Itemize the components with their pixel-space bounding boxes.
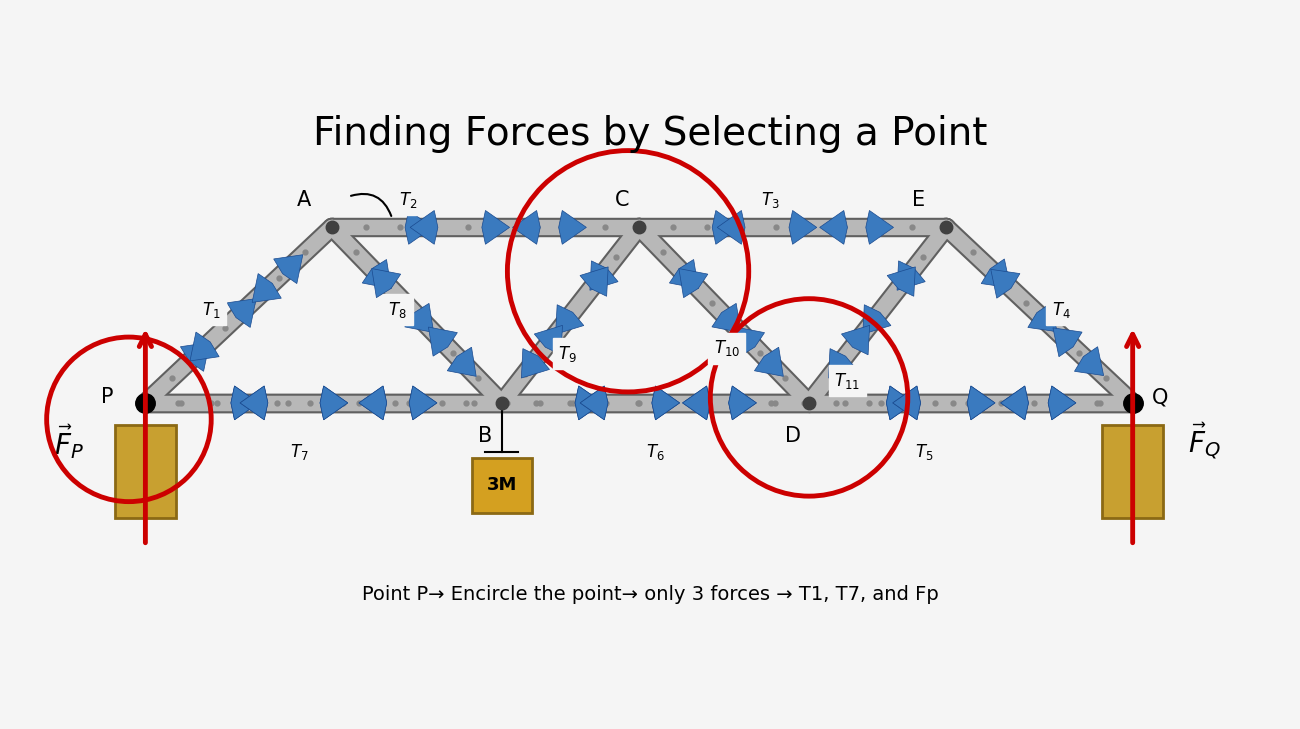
Polygon shape [841, 325, 870, 355]
Polygon shape [887, 267, 915, 296]
Polygon shape [670, 260, 698, 289]
Polygon shape [372, 268, 400, 297]
Text: P: P [100, 387, 113, 408]
Polygon shape [789, 211, 816, 244]
Text: 3M: 3M [486, 476, 517, 494]
Polygon shape [1053, 328, 1082, 356]
FancyBboxPatch shape [114, 425, 176, 518]
Polygon shape [320, 386, 348, 420]
Polygon shape [887, 386, 914, 420]
Polygon shape [190, 332, 220, 361]
Polygon shape [482, 211, 510, 244]
Polygon shape [274, 254, 303, 284]
Polygon shape [897, 261, 926, 290]
Polygon shape [718, 211, 745, 244]
Polygon shape [512, 211, 541, 244]
Polygon shape [231, 386, 259, 420]
Text: D: D [785, 426, 801, 446]
Polygon shape [410, 386, 437, 420]
Polygon shape [1075, 347, 1104, 375]
Polygon shape [404, 303, 434, 332]
Text: A: A [298, 190, 312, 210]
Polygon shape [863, 305, 891, 334]
Polygon shape [227, 299, 256, 327]
Polygon shape [320, 386, 348, 420]
Polygon shape [363, 260, 391, 289]
Text: $\vec{F}_P$: $\vec{F}_P$ [53, 422, 83, 461]
Polygon shape [240, 386, 268, 420]
FancyBboxPatch shape [472, 458, 532, 512]
Polygon shape [651, 386, 680, 420]
Polygon shape [231, 386, 259, 420]
Polygon shape [534, 325, 563, 355]
Polygon shape [555, 305, 584, 334]
Polygon shape [893, 386, 920, 420]
Polygon shape [240, 386, 268, 420]
Polygon shape [893, 386, 920, 420]
Polygon shape [682, 386, 710, 420]
Polygon shape [967, 386, 995, 420]
Text: Finding Forces by Selecting a Point: Finding Forces by Selecting a Point [313, 115, 987, 153]
Text: $T_{5}$: $T_{5}$ [915, 443, 933, 462]
Polygon shape [406, 211, 433, 244]
Polygon shape [580, 386, 608, 420]
Polygon shape [1001, 386, 1028, 420]
Polygon shape [1048, 386, 1076, 420]
Polygon shape [712, 211, 740, 244]
Text: $T_{10}$: $T_{10}$ [714, 338, 740, 358]
Text: Point P→ Encircle the point→ only 3 forces → T1, T7, and Fp: Point P→ Encircle the point→ only 3 forc… [361, 585, 939, 604]
Polygon shape [1028, 303, 1057, 332]
Text: $T_{7}$: $T_{7}$ [290, 443, 308, 462]
Text: C: C [615, 190, 629, 210]
Text: E: E [913, 190, 926, 210]
Text: $T_{1}$: $T_{1}$ [202, 300, 221, 319]
Polygon shape [575, 386, 603, 420]
Polygon shape [590, 261, 618, 290]
Polygon shape [682, 386, 710, 420]
FancyBboxPatch shape [1102, 425, 1164, 518]
Polygon shape [359, 386, 386, 420]
Text: $T_{6}$: $T_{6}$ [646, 443, 664, 462]
Text: $T_{8}$: $T_{8}$ [389, 300, 407, 319]
Polygon shape [575, 386, 603, 420]
Polygon shape [252, 273, 281, 303]
Text: $T_{9}$: $T_{9}$ [558, 343, 577, 364]
Polygon shape [736, 327, 764, 356]
Polygon shape [410, 386, 437, 420]
Polygon shape [521, 348, 550, 378]
Text: $\vec{F}_Q$: $\vec{F}_Q$ [1188, 421, 1221, 462]
Polygon shape [410, 211, 438, 244]
Text: $T_{4}$: $T_{4}$ [1052, 300, 1071, 319]
Text: $T_{11}$: $T_{11}$ [835, 371, 861, 391]
Polygon shape [181, 343, 209, 371]
Polygon shape [559, 211, 586, 244]
Polygon shape [359, 386, 386, 420]
Polygon shape [651, 386, 680, 420]
Polygon shape [866, 211, 893, 244]
Text: B: B [478, 426, 493, 446]
Polygon shape [967, 386, 995, 420]
Polygon shape [828, 348, 857, 378]
Polygon shape [754, 347, 784, 376]
Text: Q: Q [1152, 387, 1169, 408]
Polygon shape [1048, 386, 1076, 420]
Polygon shape [1001, 386, 1028, 420]
Text: $T_{3}$: $T_{3}$ [762, 190, 780, 210]
Polygon shape [991, 269, 1020, 298]
Polygon shape [447, 347, 476, 376]
Polygon shape [729, 386, 757, 420]
Polygon shape [982, 259, 1010, 288]
Text: $T_{2}$: $T_{2}$ [399, 190, 417, 210]
Polygon shape [887, 386, 914, 420]
Polygon shape [580, 267, 608, 296]
Polygon shape [580, 386, 608, 420]
Polygon shape [729, 386, 757, 420]
Polygon shape [820, 211, 848, 244]
Polygon shape [429, 327, 458, 356]
Polygon shape [712, 303, 741, 332]
Polygon shape [679, 268, 707, 297]
